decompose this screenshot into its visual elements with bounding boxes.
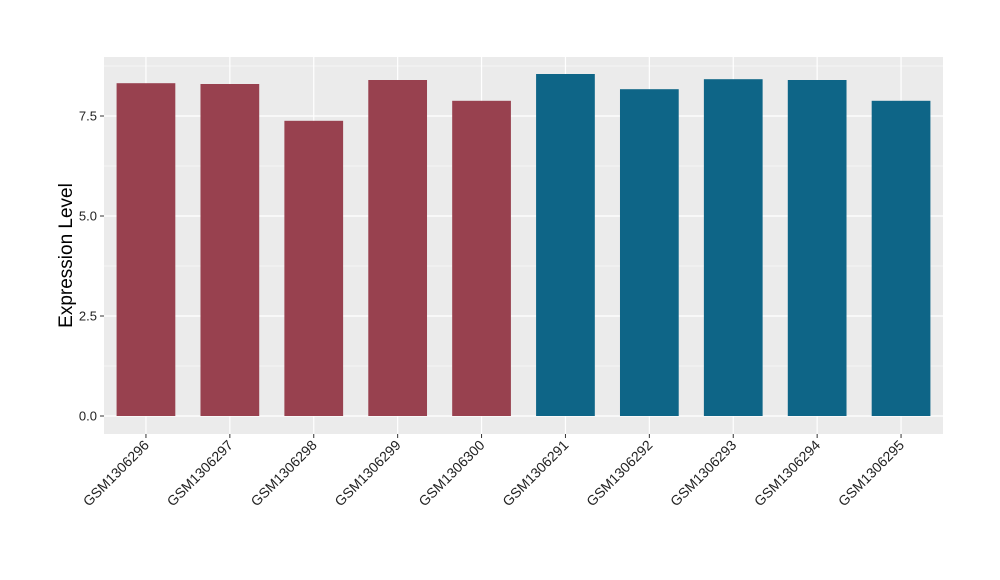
x-tick-label: GSM1306297 [164,437,237,510]
y-tick-label: 5.0 [79,209,97,224]
bar-GSM1306295 [871,100,931,417]
x-tick-label: GSM1306299 [331,437,404,510]
bar-GSM1306296 [116,83,176,416]
bar-GSM1306293 [703,79,763,416]
x-tick-label: GSM1306292 [583,437,656,510]
bars [116,74,931,417]
y-tick-label: 7.5 [79,109,97,124]
bar-GSM1306294 [787,80,847,416]
y-tick-label: 0.0 [79,409,97,424]
bar-GSM1306291 [536,74,595,416]
x-tick-label: GSM1306294 [751,437,824,510]
bar-GSM1306297 [200,84,260,416]
bar-GSM1306292 [619,89,679,416]
bar-GSM1306298 [284,120,344,417]
y-axis-title: Expression Level [56,183,77,328]
y-tick-label: 2.5 [79,309,97,324]
x-tick-label: GSM1306298 [247,437,320,510]
x-tick-label: GSM1306296 [80,437,153,510]
y-axis: 0.0 2.5 5.0 7.5 [79,109,104,424]
x-axis: GSM1306296 GSM1306297 GSM1306298 GSM1306299… [80,434,908,510]
bar-GSM1306300 [452,100,511,417]
x-tick-label: GSM1306295 [835,437,908,510]
x-tick-label: GSM1306291 [499,437,572,510]
x-tick-label: GSM1306293 [667,437,740,510]
x-tick-label: GSM1306300 [415,437,488,510]
bar-GSM1306299 [368,80,428,416]
